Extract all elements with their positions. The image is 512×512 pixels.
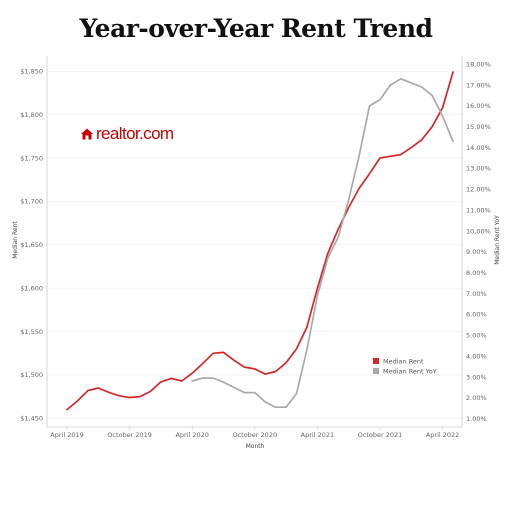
x-axis-title: Month xyxy=(246,443,265,450)
y-right-tick-label: 6.00% xyxy=(466,311,487,319)
y-right-tick-label: 2.00% xyxy=(466,394,487,402)
x-tick-label: April 2022 xyxy=(426,431,459,439)
y-right-tick-label: 12.00% xyxy=(466,186,491,194)
logo-text: realtor.com xyxy=(96,124,174,143)
y-left-tick-label: $1,850 xyxy=(20,68,43,76)
y-right-tick-label: 11.00% xyxy=(466,206,491,214)
y-axis-left-title: Median Rent xyxy=(12,221,19,259)
y-left-tick-label: $1,650 xyxy=(20,241,43,249)
legend-label: Median Rent YoY xyxy=(383,368,437,376)
x-tick-label: October 2020 xyxy=(232,431,277,439)
y-right-tick-label: 13.00% xyxy=(466,165,491,173)
series-line-median-rent xyxy=(66,71,454,411)
y-right-tick-label: 14.00% xyxy=(466,144,491,152)
y-right-tick-label: 4.00% xyxy=(466,352,487,360)
x-tick-label: October 2019 xyxy=(107,431,152,439)
y-left-tick-label: $1,600 xyxy=(20,284,43,292)
x-tick-label: April 2020 xyxy=(175,431,208,439)
y-left-tick-label: $1,800 xyxy=(20,111,43,119)
y-right-tick-label: 3.00% xyxy=(466,373,487,381)
y-left-tick-label: $1,750 xyxy=(20,154,43,162)
grid-lines xyxy=(47,70,462,419)
y-right-tick-label: 9.00% xyxy=(466,248,487,256)
y-right-tick-label: 17.00% xyxy=(466,81,491,89)
right-axis: 1.00% 2.00% 3.00% 4.00% 5.00% 6.00% 7.00% 8.00%… xyxy=(466,60,491,422)
legend-swatch xyxy=(373,368,379,374)
y-right-tick-label: 18.00% xyxy=(466,60,491,68)
series-line-median-rent-yoy xyxy=(191,77,454,409)
y-right-tick-label: 7.00% xyxy=(466,290,487,298)
left-axis: $1,450 $1,500 $1,550 $1,600 $1,650 $1,700 $1,7… xyxy=(20,68,43,423)
y-left-tick-label: $1,500 xyxy=(20,371,43,379)
x-tick-label: April 2021 xyxy=(301,431,334,439)
legend-swatch xyxy=(373,358,379,364)
y-left-tick-label: $1,450 xyxy=(20,415,43,423)
y-right-tick-label: 16.00% xyxy=(466,102,491,110)
y-right-tick-label: 1.00% xyxy=(466,415,487,423)
x-axis: April 2019 October 2019 April 2020 October … xyxy=(50,427,459,439)
series-lines xyxy=(66,71,454,411)
x-tick-label: October 2021 xyxy=(358,431,403,439)
house-icon xyxy=(81,128,93,140)
y-right-tick-label: 8.00% xyxy=(466,269,487,277)
x-tick-label: April 2019 xyxy=(50,431,83,439)
realtor-logo: realtor.com xyxy=(80,124,174,144)
legend: Median Rent Median Rent YoY xyxy=(373,358,437,376)
y-left-tick-label: $1,550 xyxy=(20,328,43,336)
y-right-tick-label: 10.00% xyxy=(466,227,491,235)
y-axis-right-title: Median Rent YoY xyxy=(494,215,501,265)
y-right-tick-label: 15.00% xyxy=(466,123,491,131)
legend-label: Median Rent xyxy=(383,358,424,366)
y-left-tick-label: $1,700 xyxy=(20,198,43,206)
chart-title: Year-over-Year Rent Trend xyxy=(79,14,433,43)
y-right-tick-label: 5.00% xyxy=(466,332,487,340)
